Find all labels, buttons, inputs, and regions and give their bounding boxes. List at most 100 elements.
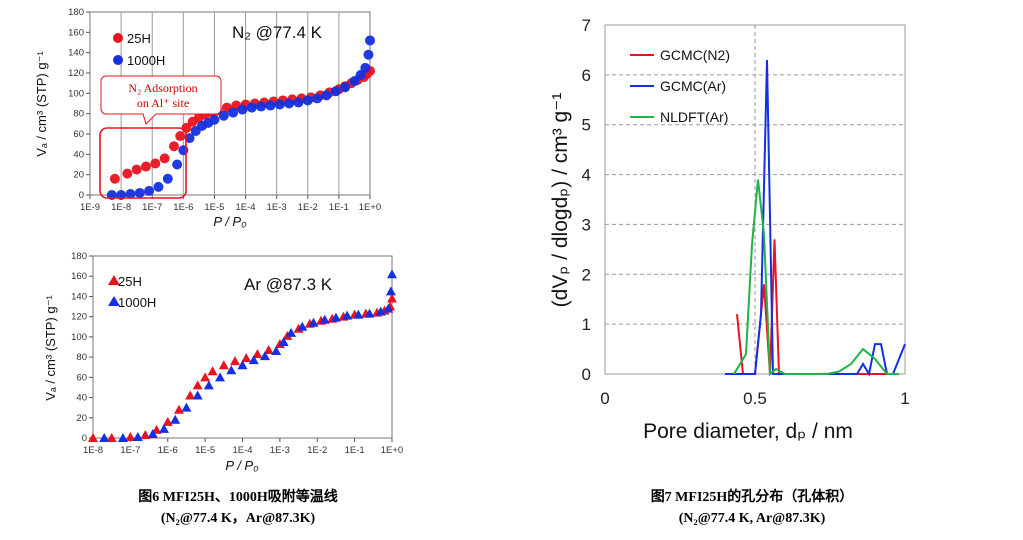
chart2-condition-label: Ar @87.3 K — [244, 275, 333, 294]
chart3-series-gcmc-n2-line — [736, 239, 890, 375]
legend-1000h-label: 1000H — [127, 53, 165, 68]
chart1-y-axis-label: Vₐ / cm³ (STP) g⁻¹ — [34, 51, 49, 157]
chart1-point-1000h — [256, 101, 267, 112]
chart1-x-tick-label: 1E-1 — [329, 202, 349, 213]
chart1-point-1000h — [363, 49, 374, 60]
chart1-plot-frame — [89, 11, 371, 196]
fig7-caption-line2: (N₂@77.4 K, Ar@87.3K) — [679, 511, 826, 526]
chart2-x-tick-label: 1E+0 — [381, 445, 403, 456]
legend3-nldft-ar-label: NLDFT(Ar) — [660, 109, 728, 125]
legend3-gcmc-ar-label: GCMC(Ar) — [660, 78, 726, 94]
chart3-x-tick-label: 1 — [900, 389, 909, 408]
chart2-point-1000h — [259, 351, 270, 361]
legend-25h-marker — [113, 33, 123, 43]
chart3-x-axis-label: Pore diameter, dₚ / nm — [643, 420, 853, 443]
chart2-point-25h — [88, 433, 98, 442]
chart1-point-1000h — [349, 76, 360, 87]
chart2-point-25h — [162, 416, 173, 426]
chart1-y-tick-label: 40 — [73, 149, 84, 160]
chart2-y-tick-label: 120 — [71, 312, 87, 323]
chart1-point-25h — [131, 164, 142, 175]
chart1-point-25h — [141, 161, 151, 172]
chart1-point-1000h — [321, 90, 332, 101]
chart2-point-1000h — [99, 433, 110, 442]
chart3-y-tick-label: 4 — [582, 166, 591, 185]
chart3-y-tick-label: 6 — [582, 66, 591, 85]
chart1-point-1000h — [302, 95, 313, 106]
chart3-y-tick-label: 3 — [582, 215, 591, 234]
chart1-point-1000h — [184, 133, 195, 144]
chart2-point-1000h — [353, 309, 364, 319]
chart1-point-1000h — [274, 99, 285, 110]
chart2-point-25h — [125, 431, 136, 441]
chart1-point-1000h — [209, 114, 220, 125]
chart1-point-1000h — [312, 93, 323, 104]
chart2-point-1000h — [159, 423, 170, 433]
chart3-x-tick-label: 0 — [600, 389, 609, 408]
chart1-point-1000h — [162, 173, 173, 184]
chart2-point-1000h — [147, 428, 158, 438]
chart2-point-25h — [387, 293, 397, 303]
chart2-y-tick-label: 20 — [76, 413, 87, 424]
chart3-y-tick-label: 2 — [582, 265, 591, 284]
chart2-point-1000h — [132, 431, 143, 441]
chart2-point-1000h — [215, 372, 226, 382]
chart1-point-1000h — [178, 145, 189, 156]
chart2-x-tick-label: 1E-4 — [232, 445, 252, 456]
chart3-y-tick-label: 5 — [582, 116, 591, 135]
chart2-point-1000h — [203, 380, 214, 390]
chart2-point-1000h — [319, 314, 330, 324]
chart1-point-1000h — [172, 159, 183, 170]
chart2-point-25h — [263, 345, 274, 355]
chart2-point-1000h — [330, 312, 341, 322]
chart2-point-1000h — [237, 360, 248, 370]
chart1-point-25h — [159, 153, 170, 164]
chart2-x-tick-label: 1E-6 — [158, 445, 178, 456]
chart2-point-25h — [241, 353, 252, 363]
legend2-1000h-marker — [108, 296, 120, 306]
chart2-point-25h — [218, 360, 229, 370]
chart2-point-25h — [200, 372, 211, 382]
chart1-y-tick-label: 160 — [68, 27, 84, 38]
chart1-y-tick-label: 180 — [68, 7, 84, 18]
chart1-y-tick-label: 80 — [73, 109, 84, 120]
chart1-point-1000h — [340, 82, 351, 93]
chart1-point-1000h — [330, 86, 341, 97]
chart2-point-1000h — [342, 310, 353, 320]
chart2-y-tick-label: 160 — [71, 271, 87, 282]
chart1-point-25h — [122, 168, 133, 179]
legend3-gcmc-n2-label: GCMC(N2) — [660, 47, 730, 63]
chart2-point-25h — [173, 404, 184, 414]
chart2-x-tick-label: 1E-8 — [83, 445, 103, 456]
chart2-x-tick-label: 1E-5 — [195, 445, 215, 456]
chart2-x-tick-label: 1E-3 — [270, 445, 290, 456]
chart1-x-tick-label: 1E-5 — [204, 202, 224, 213]
chart1-point-1000h — [228, 107, 239, 118]
chart2-point-25h — [207, 366, 218, 376]
chart1-point-1000h — [360, 62, 371, 73]
legend2-25h-marker — [108, 275, 120, 285]
chart1-x-tick-label: 1E-3 — [267, 202, 287, 213]
chart2-y-tick-label: 0 — [82, 433, 87, 444]
callout-line1: N₂ Adsorption — [128, 81, 197, 95]
chart1-point-25h — [175, 131, 186, 142]
callout-highlight-box — [99, 127, 187, 199]
chart1-y-tick-label: 60 — [73, 129, 84, 140]
chart2-point-1000h — [286, 327, 297, 337]
chart2-x-axis-label: P / P₀ — [225, 458, 259, 473]
chart1-point-1000h — [246, 102, 257, 113]
chart2-point-1000h — [375, 306, 386, 316]
chart1-point-1000h — [218, 110, 229, 121]
chart2-point-1000h — [181, 402, 192, 412]
chart2-point-25h — [140, 429, 151, 439]
chart3-y-tick-label: 0 — [582, 365, 591, 384]
chart1-x-tick-label: 1E-6 — [173, 202, 193, 213]
chart2-y-axis-label: Vₐ / cm³ (STP) g⁻¹ — [43, 295, 58, 401]
chart1-point-1000h — [125, 188, 136, 199]
legend-25h-label: 25H — [127, 31, 151, 46]
callout-line2: on Al⁺ site — [137, 96, 189, 110]
chart1-y-tick-label: 100 — [68, 88, 84, 99]
chart1-y-tick-label: 120 — [68, 68, 84, 79]
chart2-point-1000h — [248, 355, 259, 365]
